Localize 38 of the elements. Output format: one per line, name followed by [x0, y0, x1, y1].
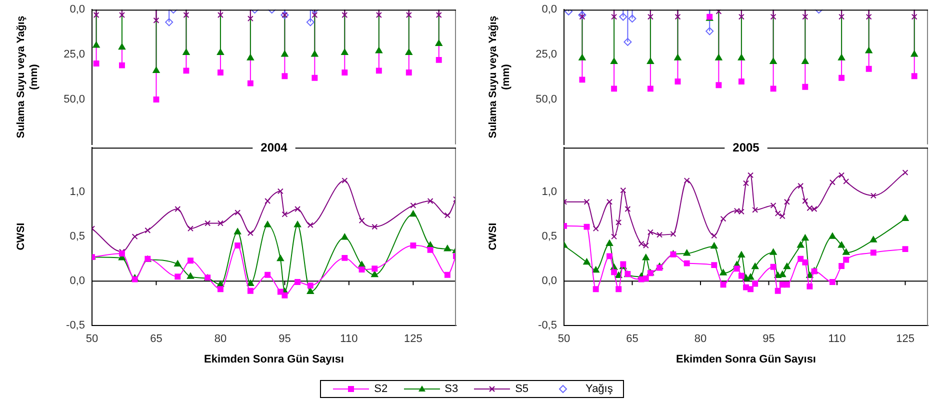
x-tick-label: 65 [150, 333, 162, 346]
y-tick-label: -0,5 [66, 320, 85, 332]
y-tick-label: 0,5 [542, 230, 557, 243]
y-axis-title: Sulama Suyu veya Yağış (mm) [487, 16, 512, 138]
x-axis-title: Ekimden Sonra Gün Sayısı [204, 353, 344, 366]
x-tick-label: 65 [626, 333, 638, 346]
x-tick-label: 50 [86, 333, 98, 346]
legend-label: S2 [374, 383, 388, 395]
x-tick-label: 80 [694, 333, 707, 346]
y-tick-label: 0,0 [542, 4, 557, 16]
x-axis-title: Ekimden Sonra Gün Sayısı [676, 353, 816, 366]
chart-title: 2005 [732, 140, 760, 154]
x-tick-label: 110 [828, 333, 846, 346]
x-tick-label: 110 [340, 333, 358, 346]
legend-label: S3 [444, 383, 458, 395]
y-tick-label: 1,0 [70, 186, 85, 198]
y-tick-label: 0,0 [70, 275, 85, 288]
y-tick-label: 50,0 [64, 94, 85, 106]
x-tick-label: 95 [762, 333, 775, 346]
x-tick-label: 95 [278, 333, 291, 346]
x-tick-label: 125 [404, 333, 422, 346]
y-tick-label: 1,0 [542, 186, 557, 198]
legend-label: Yağış [586, 383, 613, 395]
x-tick-label: 125 [896, 333, 914, 346]
y-tick-label: 0,0 [542, 275, 557, 288]
y-tick-label: 50,0 [536, 94, 557, 106]
y-tick-label: 25,0 [536, 48, 557, 61]
y-tick-label: -0,5 [538, 320, 557, 332]
y-tick-label: 25,0 [64, 48, 85, 61]
y-tick-label: 0,5 [70, 230, 85, 243]
x-tick-label: 80 [214, 333, 227, 346]
y-tick-label: 0,0 [70, 4, 85, 16]
x-tick-label: 50 [558, 333, 570, 346]
y-axis-title: CWSI [15, 222, 28, 250]
chart-title: 2004 [260, 140, 288, 154]
y-axis-title: CWSI [487, 222, 500, 250]
legend-label: S5 [515, 383, 529, 395]
y-axis-title: Sulama Suyu veya Yağış (mm) [15, 16, 40, 138]
